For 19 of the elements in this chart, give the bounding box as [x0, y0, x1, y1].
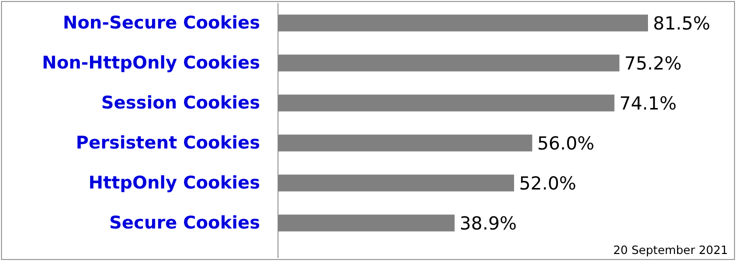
annotation: 20 September 2021: [613, 243, 728, 257]
bar: [278, 94, 614, 112]
bar: [278, 14, 648, 32]
bar: [278, 174, 514, 192]
bar: [278, 134, 532, 152]
y-tick-label: Non-Secure Cookies: [62, 14, 260, 34]
data-label: 74.1%: [619, 93, 677, 114]
bar: [278, 54, 620, 72]
data-label: 52.0%: [519, 173, 576, 194]
y-tick-label: Non-HttpOnly Cookies: [42, 54, 260, 74]
data-label: 56.0%: [537, 133, 594, 154]
bar: [278, 214, 455, 232]
y-tick-label: HttpOnly Cookies: [88, 174, 260, 194]
y-tick-label: Session Cookies: [101, 94, 260, 114]
data-label: 81.5%: [653, 13, 710, 34]
y-tick-label: Persistent Cookies: [76, 134, 260, 154]
y-tick-label: Secure Cookies: [109, 214, 260, 234]
data-label: 75.2%: [624, 53, 682, 74]
data-label: 38.9%: [460, 213, 517, 234]
